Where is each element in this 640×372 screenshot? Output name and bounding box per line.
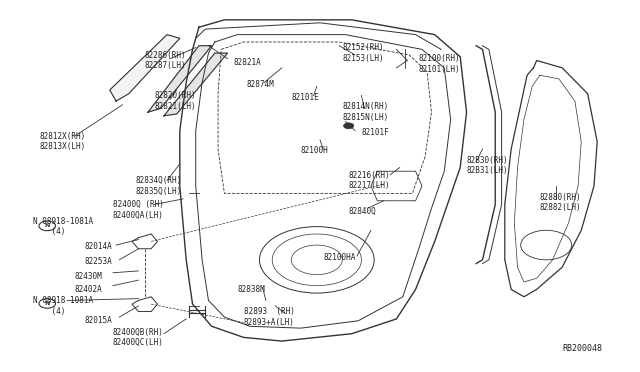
Polygon shape	[109, 35, 180, 101]
Text: 82100(RH)
82101(LH): 82100(RH) 82101(LH)	[419, 54, 460, 74]
Polygon shape	[148, 46, 212, 112]
Text: 82814N(RH)
82815N(LH): 82814N(RH) 82815N(LH)	[342, 102, 388, 122]
Text: 82101F: 82101F	[362, 128, 389, 137]
Text: 82812X(RH)
82813X(LH): 82812X(RH) 82813X(LH)	[40, 132, 86, 151]
Text: N: N	[45, 301, 50, 306]
Text: N: N	[45, 223, 50, 228]
Text: 82400QB(RH)
82400QC(LH): 82400QB(RH) 82400QC(LH)	[113, 328, 164, 347]
Text: 82834Q(RH)
82835Q(LH): 82834Q(RH) 82835Q(LH)	[135, 176, 182, 196]
Text: N 08918-1081A
    (4): N 08918-1081A (4)	[33, 217, 93, 236]
Text: 82880(RH)
82882(LH): 82880(RH) 82882(LH)	[540, 193, 582, 212]
Text: 82874M: 82874M	[246, 80, 275, 89]
Text: N 08918-1081A
    (4): N 08918-1081A (4)	[33, 296, 93, 316]
Text: 82400Q (RH)
82400QA(LH): 82400Q (RH) 82400QA(LH)	[113, 200, 164, 220]
Text: 82100H: 82100H	[301, 147, 328, 155]
Text: 82402A: 82402A	[75, 285, 102, 294]
Polygon shape	[164, 53, 228, 116]
Text: 82430M: 82430M	[75, 272, 102, 281]
Text: 82014A: 82014A	[84, 243, 112, 251]
Text: 82B30(RH)
82B31(LH): 82B30(RH) 82B31(LH)	[467, 156, 508, 175]
Text: 82838M: 82838M	[237, 285, 265, 294]
Text: 82152(RH)
82153(LH): 82152(RH) 82153(LH)	[342, 44, 384, 63]
Text: 82893  (RH)
82893+A(LH): 82893 (RH) 82893+A(LH)	[244, 307, 294, 327]
Text: 82286(RH)
82287(LH): 82286(RH) 82287(LH)	[145, 51, 186, 70]
Text: 82100HA: 82100HA	[323, 253, 356, 263]
Text: RB200048: RB200048	[562, 344, 602, 353]
Circle shape	[344, 123, 354, 129]
Text: 82101E: 82101E	[291, 93, 319, 102]
Text: 82216(RH)
82217(LH): 82216(RH) 82217(LH)	[349, 171, 390, 190]
Text: 82840Q: 82840Q	[349, 207, 376, 217]
Text: 82015A: 82015A	[84, 316, 112, 325]
Text: 82253A: 82253A	[84, 257, 112, 266]
Text: 82821A: 82821A	[234, 58, 262, 67]
Text: 82820(RH)
82821(LH): 82820(RH) 82821(LH)	[154, 92, 196, 111]
